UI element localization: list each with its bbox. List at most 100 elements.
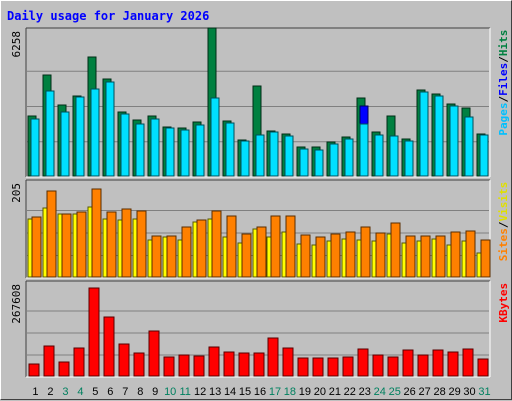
bar-pages-day-10	[165, 127, 175, 177]
day-label-1: 1	[32, 386, 38, 398]
bar-kbytes-day-3	[58, 361, 70, 377]
day-label-29: 29	[448, 386, 460, 398]
day-label-21: 21	[329, 386, 341, 398]
bar-sites-day-20	[315, 236, 326, 278]
day-label-11: 11	[179, 386, 190, 398]
legend-separator: /	[497, 56, 510, 63]
bar-kbytes-day-29	[447, 351, 459, 377]
bar-sites-day-13	[211, 210, 222, 278]
bar-kbytes-day-30	[462, 348, 474, 377]
bar-sites-day-7	[121, 208, 132, 278]
day-label-3: 3	[62, 386, 68, 398]
day-label-12: 12	[194, 386, 206, 398]
day-label-17: 17	[269, 386, 281, 398]
bar-sites-day-14	[226, 215, 237, 278]
bar-pages-day-8	[135, 123, 145, 177]
legend: Pages/Files/Hits	[497, 30, 510, 136]
bar-pages-day-21	[329, 143, 339, 177]
day-label-9: 9	[152, 386, 158, 398]
day-label-16: 16	[254, 386, 266, 398]
bar-pages-day-29	[449, 105, 459, 177]
bar-sites-day-4	[76, 211, 87, 278]
bar-pages-day-31	[479, 134, 489, 177]
day-label-14: 14	[224, 386, 236, 398]
bar-pages-day-18	[284, 135, 294, 177]
bar-kbytes-day-23	[357, 348, 369, 377]
bar-sites-day-27	[420, 235, 431, 278]
panel-3: 267608 KBytes	[10, 280, 510, 378]
bar-sites-day-18	[285, 215, 296, 278]
bar-kbytes-day-25	[387, 356, 399, 377]
bar-pages-day-24	[374, 134, 384, 177]
day-label-28: 28	[433, 386, 445, 398]
bar-kbytes-day-4	[73, 347, 85, 377]
bar-sites-day-16	[256, 226, 267, 278]
bar-kbytes-day-13	[208, 346, 220, 377]
bar-pages-day-16	[255, 134, 265, 177]
bar-sites-day-29	[450, 231, 461, 278]
bar-kbytes-day-11	[178, 354, 190, 377]
bar-sites-day-25	[390, 222, 401, 278]
day-label-8: 8	[137, 386, 143, 398]
bar-kbytes-day-28	[432, 349, 444, 377]
bar-sites-day-24	[375, 232, 386, 278]
bar-pages-day-20	[314, 149, 324, 177]
bar-kbytes-day-9	[148, 330, 160, 377]
bar-pages-day-4	[75, 96, 85, 177]
day-label-30: 30	[463, 386, 475, 398]
series-pages	[30, 81, 489, 177]
day-label-2: 2	[47, 386, 53, 398]
y-max-label: 267608	[10, 284, 23, 324]
bar-kbytes-day-12	[193, 355, 205, 377]
bar-sites-day-21	[330, 233, 341, 278]
bar-pages-day-11	[180, 129, 190, 177]
day-label-20: 20	[314, 386, 326, 398]
bar-pages-day-7	[120, 113, 130, 177]
bar-sites-day-30	[465, 230, 476, 278]
bar-pages-day-2	[45, 90, 55, 177]
bar-sites-day-10	[166, 235, 177, 278]
legend-entry-visits: Visits	[497, 182, 510, 222]
day-label-13: 13	[209, 386, 221, 398]
bar-pages-day-27	[419, 91, 429, 177]
bar-pages-day-9	[150, 118, 160, 177]
bar-pages-day-13	[210, 97, 220, 177]
bar-sites-day-3	[61, 213, 72, 278]
day-label-31: 31	[478, 386, 490, 398]
day-label-15: 15	[239, 386, 251, 398]
bar-sites-day-12	[196, 219, 207, 278]
bar-pages-day-15	[240, 140, 250, 177]
bar-sites-day-26	[405, 235, 416, 278]
bar-kbytes-day-8	[133, 352, 145, 377]
bar-kbytes-day-26	[402, 349, 414, 377]
bar-sites-day-11	[181, 226, 192, 278]
y-max-label: 205	[10, 183, 23, 203]
bar-kbytes-day-5	[88, 287, 100, 377]
bar-pages-day-26	[404, 140, 414, 177]
day-label-5: 5	[92, 386, 98, 398]
bar-kbytes-day-18	[282, 347, 294, 377]
bar-pages-day-12	[195, 124, 205, 177]
bar-pages-day-30	[464, 116, 474, 177]
bar-sites-day-1	[31, 216, 42, 278]
bar-pages-day-14	[225, 122, 235, 177]
bar-kbytes-day-6	[103, 316, 115, 377]
bar-sites-day-19	[300, 234, 311, 278]
bar-sites-day-23	[360, 226, 371, 278]
day-label-10: 10	[164, 386, 176, 398]
bar-pages-day-1	[30, 118, 40, 177]
day-label-22: 22	[344, 386, 356, 398]
bar-kbytes-day-10	[163, 356, 175, 377]
bar-kbytes-day-31	[477, 358, 489, 377]
bar-kbytes-day-1	[28, 363, 40, 377]
bar-kbytes-day-19	[297, 357, 309, 377]
day-label-26: 26	[404, 386, 416, 398]
day-label-18: 18	[284, 386, 296, 398]
bar-kbytes-day-7	[118, 343, 130, 377]
legend: KBytes	[497, 283, 510, 323]
legend-entry-kbytes: KBytes	[497, 283, 510, 323]
bar-sites-day-2	[46, 190, 57, 278]
bar-sites-day-28	[435, 235, 446, 278]
